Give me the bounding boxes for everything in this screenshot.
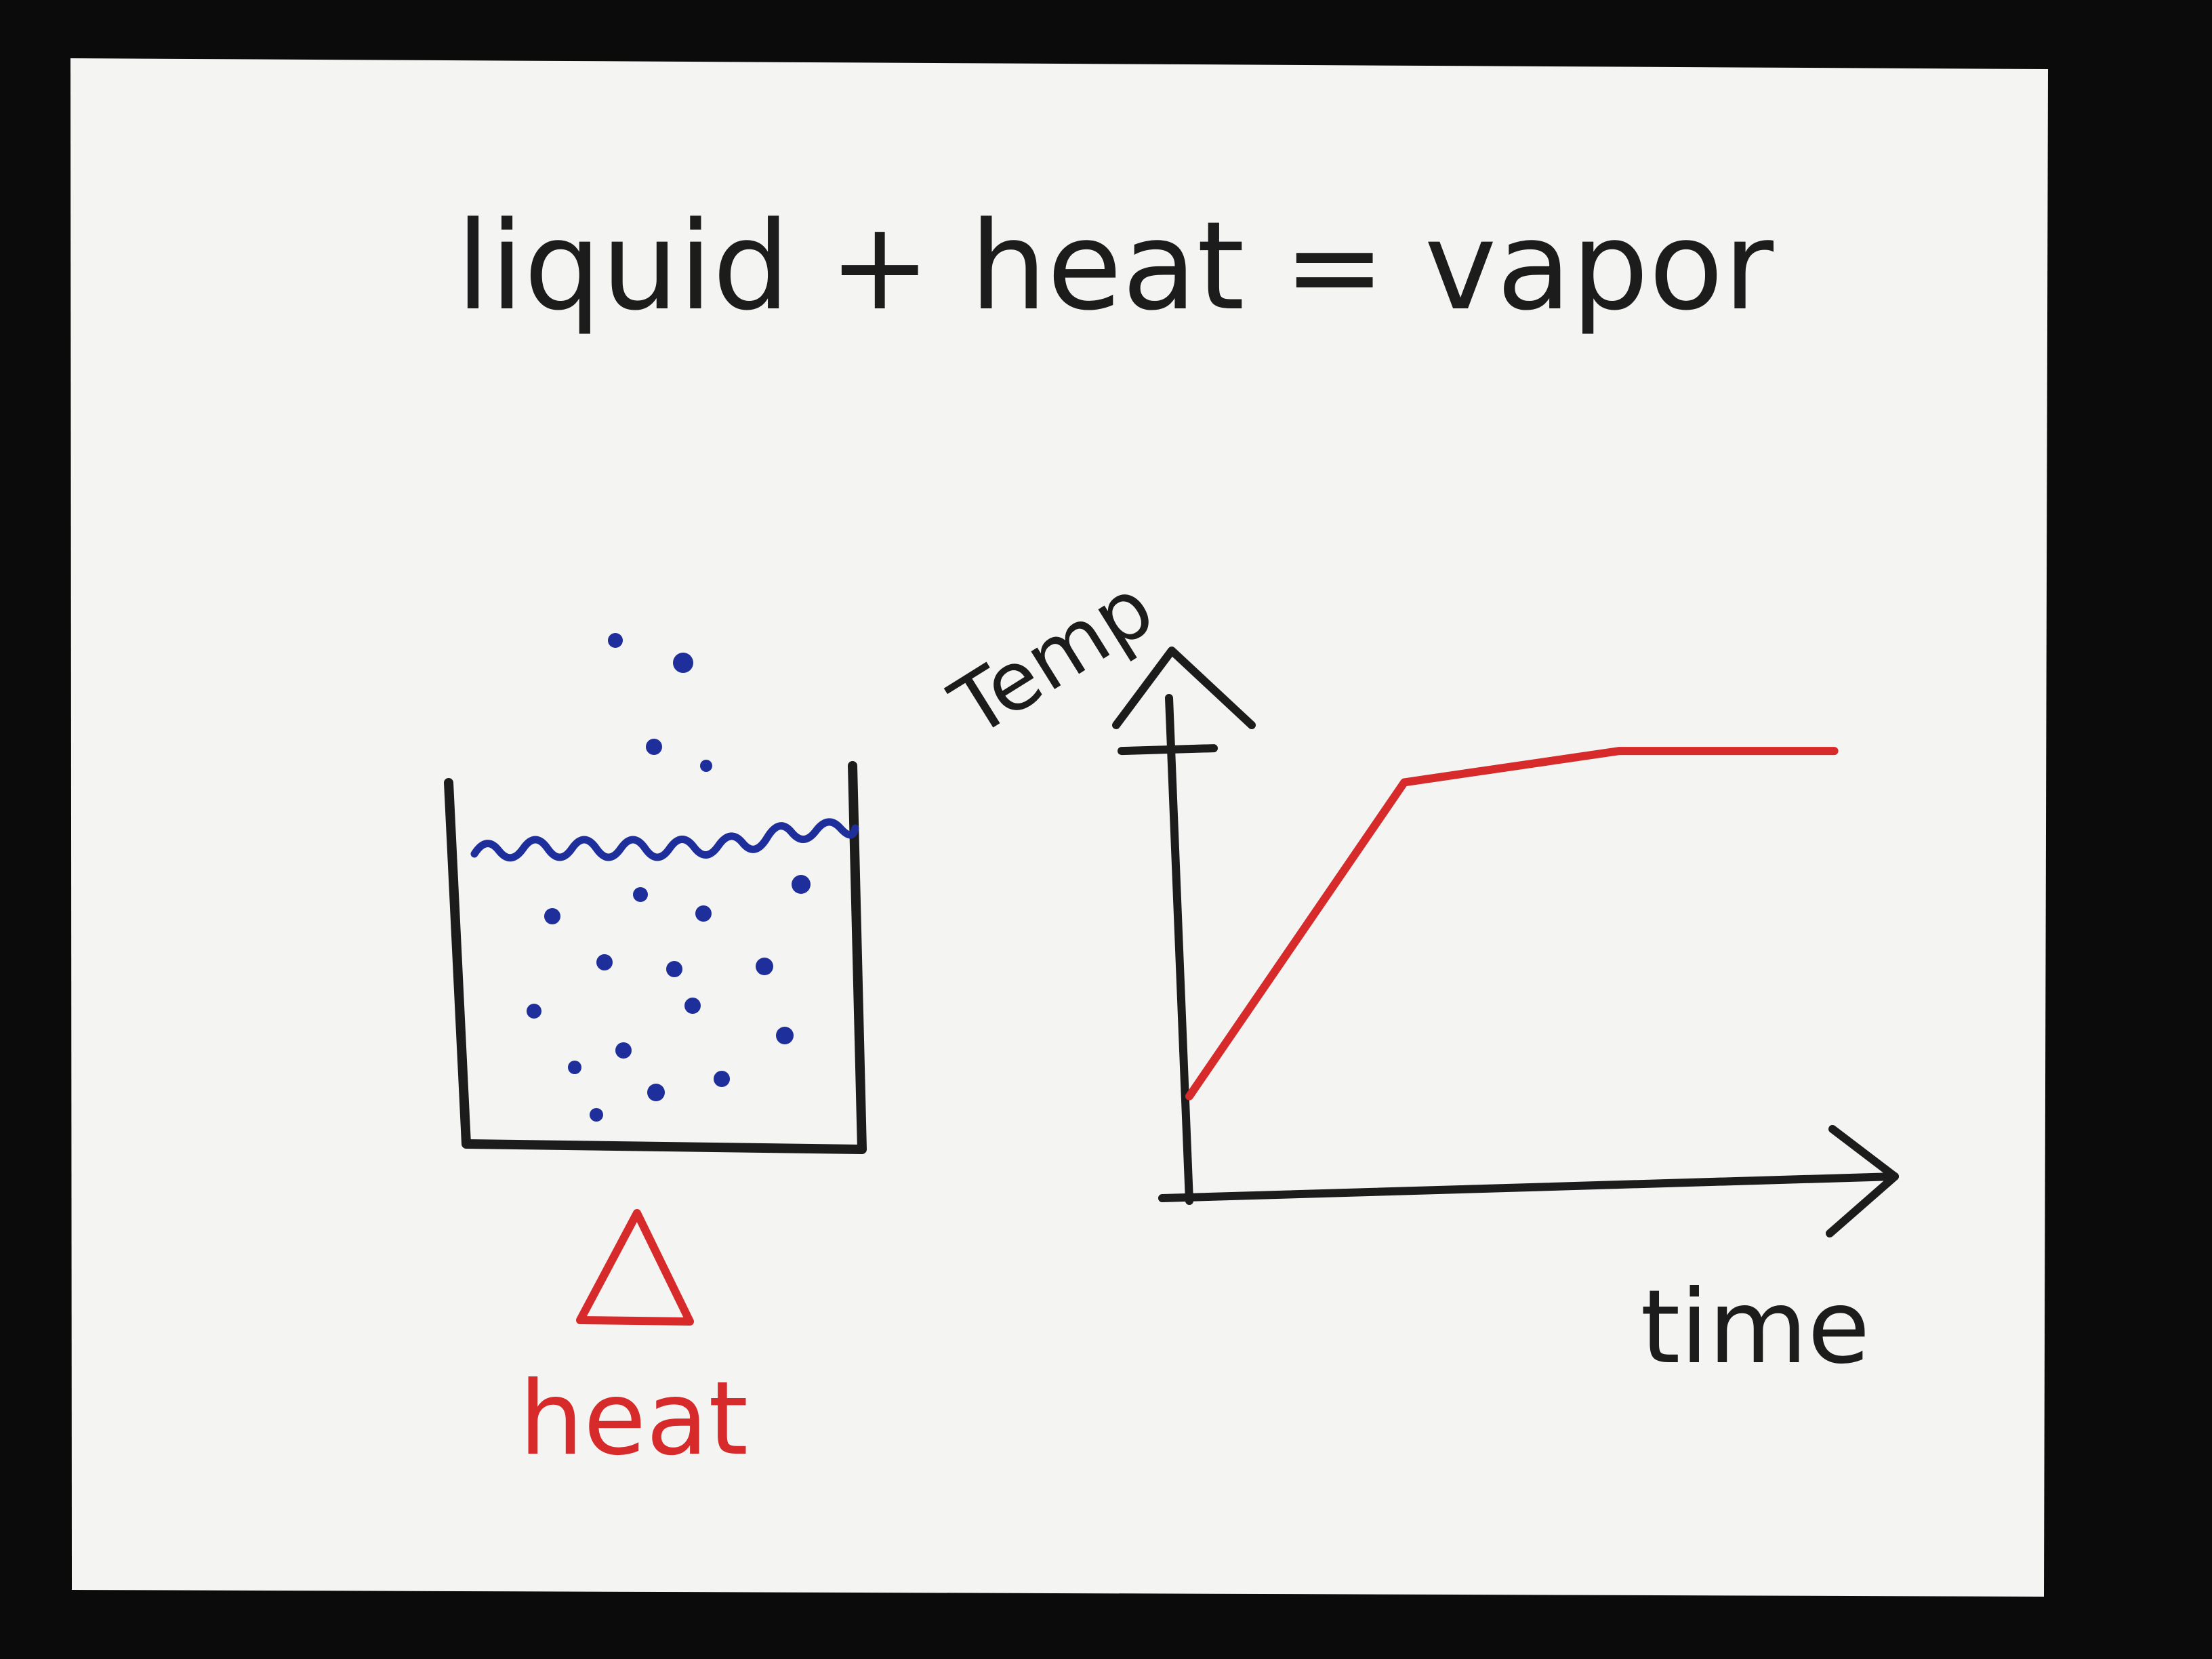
liquid-molecule [714, 1071, 730, 1087]
liquid-molecule [756, 958, 773, 975]
delta-heat-icon [576, 1209, 694, 1326]
x-axis-arrow-icon [1826, 1125, 1899, 1237]
x-axis-label: time [1641, 1269, 1870, 1387]
vapor-molecule [608, 633, 623, 648]
temperature-series-line [1185, 747, 1839, 1101]
paper-sheet [70, 58, 2048, 1597]
liquid-molecule [544, 908, 560, 924]
liquid-molecule [666, 961, 682, 977]
y-axis-arrow-icon [1112, 647, 1256, 729]
y-axis-tick [1118, 744, 1218, 756]
vapor-molecules [608, 633, 712, 772]
heat-label: heat [519, 1360, 748, 1478]
y-axis [1165, 694, 1193, 1205]
liquid-surface [470, 818, 859, 862]
vapor-molecule [700, 760, 712, 772]
liquid-molecule [568, 1061, 581, 1074]
liquid-molecule [684, 998, 701, 1014]
beaker-outline [444, 761, 867, 1154]
liquid-molecule [695, 905, 712, 922]
beaker [444, 633, 867, 1154]
liquid-molecule [527, 1004, 541, 1019]
liquid-molecule [633, 887, 648, 902]
liquid-molecule [792, 875, 811, 894]
liquid-molecule [596, 954, 613, 970]
vapor-molecule [673, 653, 693, 673]
equation-text: liquid + heat = vapor [456, 196, 1774, 337]
liquid-molecules [527, 875, 811, 1122]
liquid-molecule [776, 1027, 794, 1044]
x-axis [1158, 1172, 1899, 1202]
series-layer [1185, 747, 1839, 1101]
liquid-molecule [615, 1042, 632, 1059]
liquid-molecule [590, 1108, 603, 1122]
vapor-molecule [646, 739, 662, 755]
liquid-molecule [647, 1084, 665, 1101]
